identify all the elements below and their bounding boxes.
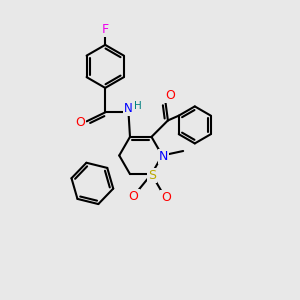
Text: F: F bbox=[102, 23, 109, 36]
Text: S: S bbox=[148, 169, 156, 182]
Text: O: O bbox=[165, 88, 175, 102]
Text: N: N bbox=[159, 151, 168, 164]
Text: N: N bbox=[124, 102, 133, 115]
Text: O: O bbox=[129, 190, 139, 203]
Text: O: O bbox=[75, 116, 85, 129]
Text: O: O bbox=[161, 191, 171, 205]
Text: H: H bbox=[134, 101, 142, 111]
